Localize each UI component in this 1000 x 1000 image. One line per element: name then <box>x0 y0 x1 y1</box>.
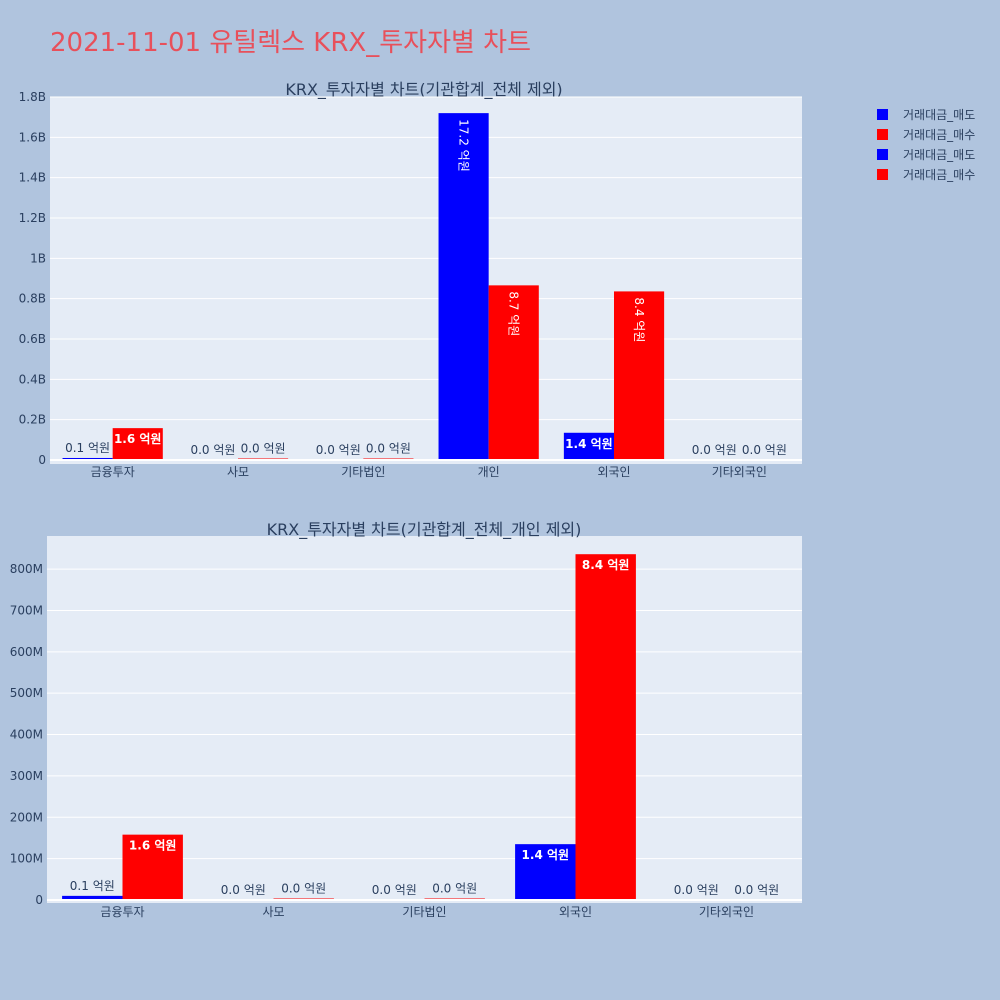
bar <box>112 428 163 460</box>
bar <box>575 554 636 900</box>
bar-label: 0.0 억원 <box>692 443 737 457</box>
bar-label: 0.0 억원 <box>432 882 477 896</box>
x-tick-label: 기타법인 <box>341 465 385 479</box>
x-tick-label: 사모 <box>227 465 249 479</box>
y-tick-label: 0.2B <box>19 413 46 427</box>
bar-label: 0.0 억원 <box>734 883 779 897</box>
chart-title-bottom: KRX_투자자별 차트(기관합계_전체_개인 제외) <box>267 520 582 540</box>
x-tick-label: 기타법인 <box>402 905 446 919</box>
y-tick-label: 1.2B <box>19 211 46 225</box>
bar-label: 0.0 억원 <box>742 443 787 457</box>
bar-label: 17.2 억원 <box>457 119 471 172</box>
plot-area-top <box>50 97 802 464</box>
legend-swatch <box>877 129 888 140</box>
legend-item[interactable]: 거래대금_매도 <box>903 108 975 122</box>
bar-label: 1.4 억원 <box>522 848 570 862</box>
chart-top: KRX_투자자별 차트(기관합계_전체 제외) 0 0.2B 0.4B 0.6B 0.8… <box>19 80 802 479</box>
legend-swatch <box>877 109 888 120</box>
bar <box>438 113 489 460</box>
x-tick-label: 외국인 <box>559 905 592 919</box>
bar <box>614 291 665 460</box>
x-tick-label: 외국인 <box>597 465 630 479</box>
bar-label: 1.4 억원 <box>565 437 613 451</box>
bar-label: 0.0 억원 <box>190 443 235 457</box>
bar <box>515 844 576 900</box>
bar-label: 8.4 억원 <box>582 558 630 572</box>
bar-label: 0.0 억원 <box>316 443 361 457</box>
legend-swatch <box>877 149 888 160</box>
bar-label: 0.0 억원 <box>241 442 286 456</box>
y-tick-label: 1B <box>30 251 46 265</box>
y-tick-label: 600M <box>10 645 43 659</box>
y-tick-label: 1.4B <box>19 171 46 185</box>
y-tick-label: 0.4B <box>19 372 46 386</box>
bar-label: 0.1 억원 <box>65 441 110 455</box>
y-tick-label: 500M <box>10 686 43 700</box>
bar <box>62 895 123 900</box>
bar-label: 1.6 억원 <box>129 839 177 853</box>
x-tick-label: 금융투자 <box>91 465 135 479</box>
y-tick-label: 200M <box>10 810 43 824</box>
x-tick-label: 기타외국인 <box>712 465 767 479</box>
x-tick-label: 사모 <box>262 905 284 919</box>
page-title: 2021-11-01 유틸렉스 KRX_투자자별 차트 <box>50 28 532 58</box>
bar-label: 8.4 억원 <box>632 297 646 342</box>
bar-label: 0.0 억원 <box>281 882 326 896</box>
x-tick-label: 기타외국인 <box>699 905 754 919</box>
y-tick-label: 800M <box>10 562 43 576</box>
bar-label: 0.0 억원 <box>372 883 417 897</box>
legend-item[interactable]: 거래대금_매수 <box>903 128 975 142</box>
y-tick-label: 0.6B <box>19 332 46 346</box>
y-tick-label: 700M <box>10 603 43 617</box>
bar-label: 0.0 억원 <box>366 442 411 456</box>
bar-label: 0.0 억원 <box>674 883 719 897</box>
y-tick-label: 300M <box>10 769 43 783</box>
x-tick-label: 금융투자 <box>100 905 144 919</box>
bar <box>122 834 183 900</box>
y-tick-label: 0.8B <box>19 292 46 306</box>
bar-label: 0.0 억원 <box>221 883 266 897</box>
chart-title-top: KRX_투자자별 차트(기관합계_전체 제외) <box>285 80 562 100</box>
y-tick-label: 0 <box>35 893 43 907</box>
legend-swatch <box>877 169 888 180</box>
bar-label: 8.7 억원 <box>507 291 521 336</box>
bar <box>488 285 539 460</box>
y-tick-label: 100M <box>10 852 43 866</box>
bar <box>62 457 113 460</box>
legend-item[interactable]: 거래대금_매도 <box>903 148 975 162</box>
y-tick-label: 0 <box>38 453 46 467</box>
chart-bottom: KRX_투자자별 차트(기관합계_전체_개인 제외) 0 100M 200M 300M… <box>10 520 802 919</box>
x-tick-label: 개인 <box>478 465 500 479</box>
y-tick-label: 1.8B <box>19 90 46 104</box>
y-tick-label: 400M <box>10 728 43 742</box>
bar-label: 1.6 억원 <box>114 432 162 446</box>
y-tick-label: 1.6B <box>19 130 46 144</box>
bar <box>563 432 614 460</box>
legend-item[interactable]: 거래대금_매수 <box>903 168 975 182</box>
bar-label: 0.1 억원 <box>70 879 115 893</box>
